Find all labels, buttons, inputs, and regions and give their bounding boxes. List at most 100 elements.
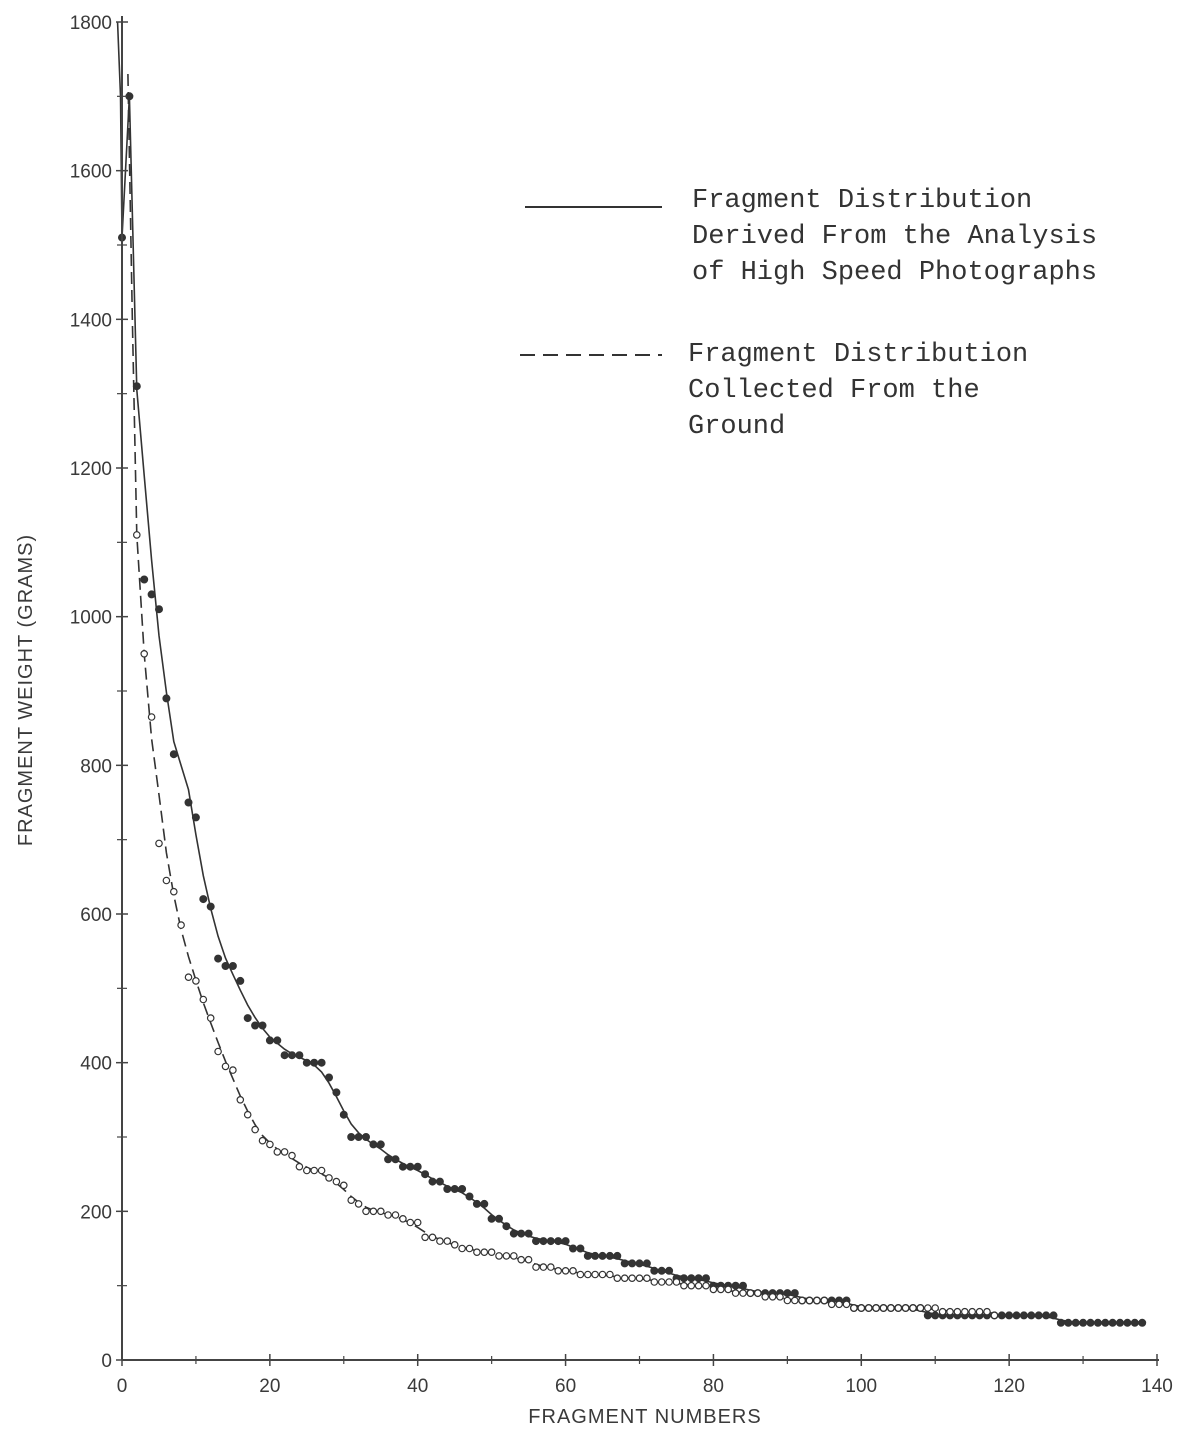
filled-data-point [435,1177,444,1186]
open-data-point [376,1207,385,1216]
open-data-point [842,1300,851,1309]
y-tick-label: 200 [80,1202,112,1223]
filled-data-point [783,1289,792,1298]
filled-data-point [140,575,149,584]
series-photographs-curve [116,21,1143,1324]
y-tick-label: 800 [80,756,112,777]
open-data-point [827,1300,836,1309]
open-data-point [716,1285,725,1294]
filled-data-point [450,1185,459,1194]
open-data-point [243,1110,252,1119]
open-data-point [509,1252,518,1260]
open-data-point [147,713,156,721]
filled-data-point [694,1274,703,1283]
filled-data-point [295,1051,304,1060]
open-data-point [702,1281,710,1290]
open-data-point [140,649,149,658]
legend-dashed-line-3: Ground [688,412,785,442]
open-data-point [606,1270,614,1279]
filled-data-point [524,1229,533,1238]
open-data-point [576,1270,585,1279]
legend-solid-line-2: Derived From the Analysis [692,222,1097,252]
filled-data-point [169,750,178,759]
open-data-point [724,1285,733,1294]
open-data-point [790,1296,799,1305]
open-data-point [613,1274,622,1283]
filled-data-point [472,1199,481,1208]
filled-data-point [620,1259,629,1268]
open-data-point [687,1281,696,1290]
filled-data-point [324,1073,333,1082]
filled-data-point [221,962,230,971]
filled-data-point [642,1259,651,1268]
legend-solid-line-1: Fragment Distribution [692,186,1032,216]
open-data-point [517,1255,526,1264]
open-data-point [598,1270,607,1279]
filled-data-point [413,1162,422,1171]
open-data-point [332,1177,341,1186]
filled-data-point [613,1251,622,1260]
open-data-point [680,1281,688,1290]
x-tick-label: 100 [845,1376,877,1397]
filled-data-point [398,1162,407,1171]
open-data-point [813,1296,821,1305]
filled-data-point [1027,1311,1036,1320]
x-axis-title: FRAGMENT NUMBERS [528,1406,761,1428]
open-data-point [569,1267,577,1275]
open-data-point [923,1304,932,1312]
open-data-point [266,1140,274,1149]
y-tick-label: 600 [80,905,112,926]
filled-data-point [1138,1318,1147,1327]
open-data-point [236,1096,245,1104]
open-data-point [229,1066,237,1074]
filled-data-point [1108,1318,1117,1327]
filled-data-point [509,1229,518,1238]
open-data-point [835,1300,843,1309]
open-data-point [554,1267,563,1275]
open-data-point [532,1263,540,1271]
legend-dashed-line-2: Collected From the [688,376,980,406]
filled-data-point [199,895,208,904]
open-data-point [909,1304,917,1312]
filled-data-point [191,813,200,822]
filled-data-point [391,1155,400,1164]
filled-data-point [361,1133,370,1142]
filled-data-point [790,1289,799,1298]
filled-data-point [1034,1311,1043,1320]
open-data-point [657,1278,666,1286]
filled-data-point [1086,1318,1095,1327]
y-tick-label: 400 [80,1054,112,1075]
open-data-point [983,1307,991,1316]
open-data-point [495,1252,503,1260]
filled-data-point [731,1281,740,1290]
open-data-point [746,1289,755,1297]
filled-data-point [739,1281,748,1290]
filled-data-point [443,1185,452,1194]
x-tick-label: 60 [555,1376,576,1397]
open-data-point [384,1211,392,1219]
open-data-point [206,1014,215,1022]
filled-data-point [1005,1311,1014,1320]
open-data-point [872,1304,880,1312]
y-tick-label: 0 [101,1351,112,1372]
filled-data-point [569,1244,578,1253]
legend: Fragment Distribution Derived From the A… [520,186,1097,442]
filled-data-point [1079,1318,1088,1327]
filled-data-point [487,1214,496,1223]
open-data-point [650,1278,659,1286]
filled-data-point [243,1014,252,1023]
open-data-point [561,1267,570,1275]
open-data-point [221,1062,230,1071]
x-tick-label: 20 [259,1376,280,1397]
filled-data-point [206,902,215,911]
filled-data-point [1093,1318,1102,1327]
filled-data-point [428,1177,437,1186]
open-data-point [458,1244,466,1253]
open-data-point [406,1218,415,1227]
x-tick-label: 120 [993,1376,1025,1397]
open-data-point [339,1181,348,1190]
open-data-point [887,1304,895,1312]
y-axis-title: FRAGMENT WEIGHT (GRAMS) [15,534,37,846]
filled-data-point [502,1222,511,1231]
